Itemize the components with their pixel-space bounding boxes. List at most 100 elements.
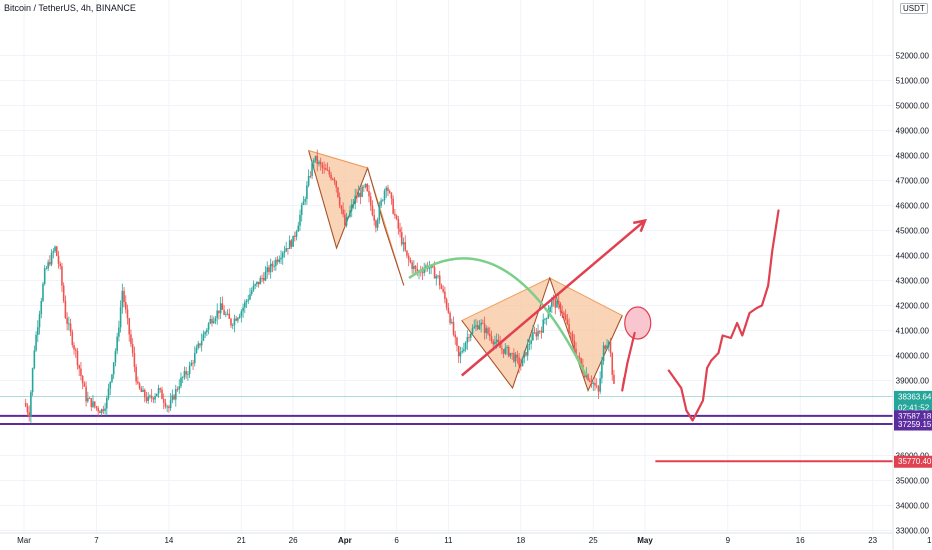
candle-body <box>85 386 87 402</box>
candle-body <box>438 275 441 286</box>
candle-body <box>613 374 615 384</box>
price-tick-label: 35000.00 <box>896 477 930 486</box>
candle-body <box>494 341 496 345</box>
harmonic-patterns <box>307 149 623 392</box>
candle-body <box>292 235 294 247</box>
price-tick-label: 47000.00 <box>896 177 930 186</box>
candle-body <box>273 266 275 267</box>
candle-body <box>590 381 593 384</box>
candle-body <box>530 340 532 345</box>
date-tick-label: 14 <box>164 536 173 545</box>
candle-body <box>238 316 241 319</box>
candle-body <box>323 167 325 169</box>
candle-body <box>366 184 369 191</box>
candle-body <box>287 248 289 249</box>
candle-body <box>326 169 329 171</box>
candle-body <box>469 333 472 338</box>
candle-body <box>545 317 548 320</box>
candle-body <box>511 352 513 354</box>
candle-body <box>121 290 124 308</box>
candle-body <box>518 357 520 366</box>
candle-body <box>338 196 341 206</box>
candle-body <box>92 401 94 407</box>
candle-body <box>551 298 553 308</box>
date-tick-label: 21 <box>237 536 246 545</box>
candle-body <box>283 251 286 253</box>
candle-body <box>30 392 32 418</box>
candle-body <box>580 358 582 366</box>
candle-body <box>104 408 106 411</box>
candle-body <box>190 362 193 366</box>
candle-body <box>257 281 260 285</box>
candle-body <box>68 323 70 325</box>
candle-body <box>397 219 400 229</box>
candle-body <box>411 262 413 269</box>
date-tick-label: 9 <box>726 536 731 545</box>
candle-body <box>585 374 588 378</box>
candle-body <box>533 332 536 334</box>
current-price-label-background <box>894 390 932 414</box>
candle-body <box>526 344 529 356</box>
candle-body <box>157 388 160 394</box>
candle-body <box>382 199 384 201</box>
harmonic-line <box>308 150 368 169</box>
candle-body <box>373 215 375 221</box>
candle-body <box>589 380 591 382</box>
candle-body <box>331 178 334 180</box>
candle-body <box>147 396 149 401</box>
candle-body <box>261 277 263 279</box>
candle-body <box>290 240 293 247</box>
date-tick-label: 23 <box>868 536 877 545</box>
candle-body <box>206 329 208 333</box>
candle-body <box>520 365 522 367</box>
candle-body <box>200 340 203 346</box>
level-price-label: 37587.18 <box>898 412 932 421</box>
chart-title: Bitcoin / TetherUS, 4h, BINANCE <box>4 3 136 13</box>
candle-body <box>73 345 75 350</box>
candle-body <box>78 365 80 369</box>
candle-body <box>513 353 515 362</box>
candle-body <box>109 381 112 389</box>
candle-body <box>557 300 560 304</box>
candle-body <box>42 283 44 301</box>
candle-body <box>521 357 524 367</box>
candle-body <box>259 277 262 285</box>
candle-body <box>131 344 134 354</box>
candle-body <box>359 192 362 197</box>
candle-body <box>523 352 526 358</box>
candle-body <box>168 406 170 409</box>
candle-body <box>442 288 444 292</box>
grid-lines <box>0 0 893 533</box>
candle-body <box>554 299 557 308</box>
candle-body <box>223 309 225 315</box>
currency-badge[interactable]: USDT <box>900 3 928 14</box>
projection-drawings <box>408 209 780 422</box>
candle-body <box>297 225 300 232</box>
date-tick-label: May <box>637 536 653 545</box>
candle-body <box>288 240 291 249</box>
candle-body <box>345 217 348 226</box>
candle-body <box>361 186 363 197</box>
level-price-label-background <box>894 455 932 468</box>
candle-body <box>328 170 331 175</box>
candle-body <box>140 388 143 392</box>
date-tick-label: 16 <box>796 536 805 545</box>
candle-body <box>207 323 210 330</box>
candle-body <box>228 313 231 319</box>
candle-body <box>368 190 370 197</box>
projection-squiggle-small <box>621 331 636 392</box>
price-tick-label: 41000.00 <box>896 327 930 336</box>
candle-body <box>349 210 351 217</box>
candle-body <box>592 382 595 384</box>
candle-body <box>387 187 389 192</box>
candle-body <box>142 389 144 392</box>
candle-body <box>99 411 101 414</box>
candle-body <box>604 345 607 349</box>
candle-body <box>385 187 388 191</box>
candle-body <box>435 276 438 279</box>
time-axis[interactable]: Mar 7 14 21 26 Apr 6 11 18 25 May 9 16 23 15:0 <box>0 532 932 545</box>
candle-body <box>318 161 320 164</box>
candle-body <box>564 314 567 320</box>
candle-body <box>166 406 168 408</box>
